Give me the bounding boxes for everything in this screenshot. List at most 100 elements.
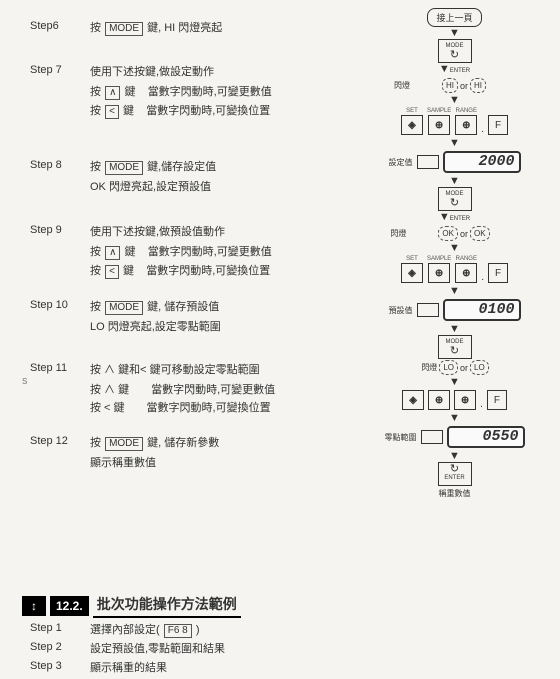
ok-burst: OK [471, 227, 489, 240]
step-8: Step 8 按 MODE 鍵,儲存設定值 OK 閃燈亮起,設定預設值 [30, 159, 360, 194]
mode-box: ↻ ENTER [438, 462, 472, 486]
step9-line1: 按 ∧ 鍵 當數字閃動時,可變更數值 [90, 243, 360, 260]
button-row-2: SET◈ SAMPLE⊕ RANGE⊕ . F [401, 256, 508, 283]
lcd-set: 設定值 2000 [389, 151, 521, 173]
arrow-icon: ▼ [449, 176, 460, 186]
set-btn: ◈ [401, 263, 423, 283]
step8-sub: OK 閃燈亮起,設定預設值 [90, 178, 360, 194]
step12-label: Step 12 [30, 435, 90, 447]
arrow-icon: ▼ENTER [439, 212, 470, 224]
step7-line1: 按 ∧ 鍵 當數字閃動時,可變更數值 [90, 83, 360, 100]
section-title: 批次功能操作方法範例 [93, 594, 241, 618]
f-btn: F [488, 263, 508, 283]
mode-key: MODE [105, 161, 143, 175]
arrow-icon: ▼ [449, 451, 460, 461]
ok-burst: OK [439, 227, 457, 240]
step11-line1: 按 ∧ 鍵 當數字閃動時,可變更數值 [90, 381, 360, 397]
arrow-icon: ▼ENTER [439, 64, 470, 76]
lcd-value: 2000 [443, 151, 521, 173]
arrow-icon: ▼ [449, 95, 460, 105]
step-9: Step 9 使用下述按鍵,做預設值動作 按 ∧ 鍵 當數字閃動時,可變更數值 … [30, 224, 360, 279]
ok-row: 閃燈 OK or OK [420, 227, 488, 240]
up-key: ∧ [105, 86, 120, 100]
button-row-1: SET◈ SAMPLE⊕ RANGE⊕ . F [401, 108, 508, 135]
range-btn: ⊕ [455, 115, 477, 135]
sample-btn: ⊕ [428, 390, 450, 410]
section-number: 12.2. [50, 596, 89, 616]
step11-line2: 按 < 鍵 當數字閃動時,可變換位置 [90, 399, 360, 415]
bottom-step-3: Step 3 顯示稱重的結果 [30, 660, 225, 676]
lcd-preset: 預設值 0100 [389, 299, 521, 321]
set-btn: ◈ [402, 390, 424, 410]
mode-box: MODE ↻ [438, 39, 472, 63]
step7-label: Step 7 [30, 64, 90, 76]
arrow-icon: ▼ [449, 138, 460, 148]
arrow-icon: ▼ [449, 28, 460, 38]
sample-btn: ⊕ [428, 263, 450, 283]
step7-text: 使用下述按鍵,做設定動作 [90, 64, 360, 80]
up-key: ∧ [105, 246, 120, 260]
flowchart: 接上一頁 ▼ MODE ↻ ▼ENTER 閃燈 HI or HI ▼ SET◈ … [367, 8, 542, 499]
bottom-step-1: Step 1 選擇內部設定( F6 8 ) [30, 622, 225, 638]
hi-burst: HI [443, 79, 457, 92]
step11-label: Step 11 [30, 362, 90, 374]
bottom-step-2: Step 2 設定預設值,零點範圍和結果 [30, 641, 225, 657]
button-row-3: ◈ ⊕ ⊕ . F [402, 390, 507, 410]
left-column: Step6 按 MODE 鍵, HI 閃燈亮起 Step 7 使用下述按鍵,做設… [30, 20, 360, 490]
step-10: Step 10 按 MODE 鍵, 儲存預設值 LO 閃燈亮起,設定零點範圍 [30, 299, 360, 334]
lo-burst: LO [471, 361, 488, 374]
lcd-value: 0550 [447, 426, 525, 448]
lo-row: 閃燈 LO or LO [421, 361, 487, 374]
step6-label: Step6 [30, 20, 90, 32]
step9-label: Step 9 [30, 224, 90, 236]
cycle-icon: ↻ [450, 465, 459, 474]
cycle-icon: ↻ [450, 199, 459, 208]
step9-text: 使用下述按鍵,做預設值動作 [90, 224, 360, 240]
left-key: < [105, 105, 119, 119]
arrow-icon: ▼ [449, 324, 460, 334]
mode-key: MODE [105, 301, 143, 315]
cycle-icon: ↻ [450, 51, 459, 60]
lcd-value: 0100 [443, 299, 521, 321]
step-12: Step 12 按 MODE 鍵, 儲存新參數 顯示稱重數值 [30, 435, 360, 470]
step9-line2: 按 < 鍵 當數字閃動時,可變換位置 [90, 262, 360, 279]
section-header: ↕ 12.2. 批次功能操作方法範例 [22, 594, 241, 618]
section-icon: ↕ [22, 596, 46, 616]
step-6: Step6 按 MODE 鍵, HI 閃燈亮起 [30, 20, 360, 36]
mode-key: MODE [105, 437, 143, 451]
f-btn: F [487, 390, 507, 410]
step12-text: 按 MODE 鍵, 儲存新參數 [90, 435, 360, 451]
mode-box: MODE ↻ [438, 335, 472, 359]
step7-line2: 按 < 鍵 當數字閃動時,可變換位置 [90, 102, 360, 119]
lcd-zero: 零點範圍 0550 [385, 426, 525, 448]
sample-btn: ⊕ [428, 115, 450, 135]
step11-text: 按 ∧ 鍵和< 鍵可移動設定零點範圍 [90, 362, 360, 378]
set-btn: ◈ [401, 115, 423, 135]
step10-text: 按 MODE 鍵, 儲存預設值 [90, 299, 360, 315]
step12-sub: 顯示稱重數值 [90, 454, 360, 470]
mode-key: MODE [105, 22, 143, 36]
bottom-steps: Step 1 選擇內部設定( F6 8 ) Step 2 設定預設值,零點範圍和… [30, 622, 225, 679]
hi-row: 閃燈 HI or HI [424, 79, 485, 92]
step8-text: 按 MODE 鍵,儲存設定值 [90, 159, 360, 175]
range-btn: ⊕ [455, 263, 477, 283]
step-7: Step 7 使用下述按鍵,做設定動作 按 ∧ 鍵 當數字閃動時,可變更數值 按… [30, 64, 360, 119]
lcd-small [421, 430, 443, 444]
step8-label: Step 8 [30, 159, 90, 171]
arrow-icon: ▼ [449, 243, 460, 253]
step6-text: 按 MODE 鍵, HI 閃燈亮起 [90, 20, 360, 36]
arrow-icon: ▼ [449, 286, 460, 296]
stray-s: s [22, 375, 28, 387]
weight-label: 稱重數值 [439, 488, 471, 499]
hi-burst: HI [471, 79, 485, 92]
lcd-small [417, 303, 439, 317]
left-key: < [105, 265, 119, 279]
f-btn: F [488, 115, 508, 135]
cycle-icon: ↻ [450, 347, 459, 356]
range-btn: ⊕ [454, 390, 476, 410]
mode-box: MODE ↻ [438, 187, 472, 211]
flow-top: 接上一頁 [427, 8, 481, 27]
lcd-small [417, 155, 439, 169]
step-11: Step 11 按 ∧ 鍵和< 鍵可移動設定零點範圍 按 ∧ 鍵 當數字閃動時,… [30, 362, 360, 415]
code-box: F6 8 [164, 624, 192, 638]
